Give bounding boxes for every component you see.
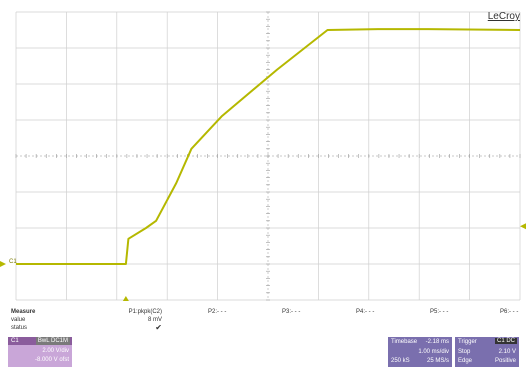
channel-ground-marker <box>0 261 6 267</box>
trigger-coupling: C1 DC <box>494 338 517 344</box>
measure-row-value: value <box>11 317 26 323</box>
trigger-label: Trigger <box>458 339 477 345</box>
measure-p2[interactable]: P2:- - - <box>208 309 227 315</box>
grid-lines <box>15 11 521 301</box>
timebase-per-div: 1.00 ms/div <box>418 349 449 355</box>
measure-p1[interactable]: P1:pkpk(C2) 8 mV ✔ <box>118 308 162 332</box>
trigger-level-marker <box>520 223 526 230</box>
measure-labels: Measure value status <box>11 308 35 332</box>
trace-series-0 <box>16 28 521 265</box>
measure-p5[interactable]: P5:- - - <box>430 309 449 315</box>
timebase-samples: 250 kS <box>391 358 410 364</box>
channel-descriptor[interactable]: C1 BwL DC1M 2.00 V/div -8.000 V ofst <box>8 337 72 367</box>
trigger-type: Edge <box>458 358 473 364</box>
channel-scale: 2.00 V/div <box>42 348 69 354</box>
trigger-slope: Positive <box>494 358 516 364</box>
markers: C1 <box>0 223 526 301</box>
channel-marker-label: C1 <box>9 259 17 265</box>
trigger-level: 2.10 V <box>498 349 516 355</box>
measure-p3[interactable]: P3:- - - <box>282 309 301 315</box>
measure-p4[interactable]: P4:- - - <box>356 309 375 315</box>
channel-coupling: BwL DC1M <box>35 337 70 345</box>
trigger-mode: Stop <box>458 349 471 355</box>
p1-value: 8 mV <box>147 317 162 323</box>
brand-logo: LeCroy <box>487 11 520 22</box>
measure-row-status: status <box>11 325 28 331</box>
oscilloscope-plot: C1 <box>0 0 526 302</box>
channel-header: C1 BwL DC1M <box>8 337 72 345</box>
channel-name: C1 <box>11 338 19 344</box>
trigger-position-marker <box>122 296 129 301</box>
timebase-label: Timebase <box>391 339 418 345</box>
p1-status-icon: ✔ <box>155 323 162 332</box>
measure-p6[interactable]: P6:- - - <box>500 309 519 315</box>
channel-offset: -8.000 V ofst <box>34 357 69 363</box>
plot-background <box>0 0 526 302</box>
timebase-delay: -2.18 ms <box>425 339 449 345</box>
trace-layer <box>16 28 521 265</box>
timebase-rate: 25 MS/s <box>426 358 449 364</box>
p1-label: P1:pkpk(C2) <box>128 309 162 315</box>
trigger-descriptor[interactable]: Trigger C1 DC Stop 2.10 V Edge Positive <box>455 337 519 367</box>
measure-title: Measure <box>11 309 36 315</box>
timebase-descriptor[interactable]: Timebase -2.18 ms 1.00 ms/div 250 kS 25 … <box>388 337 452 367</box>
